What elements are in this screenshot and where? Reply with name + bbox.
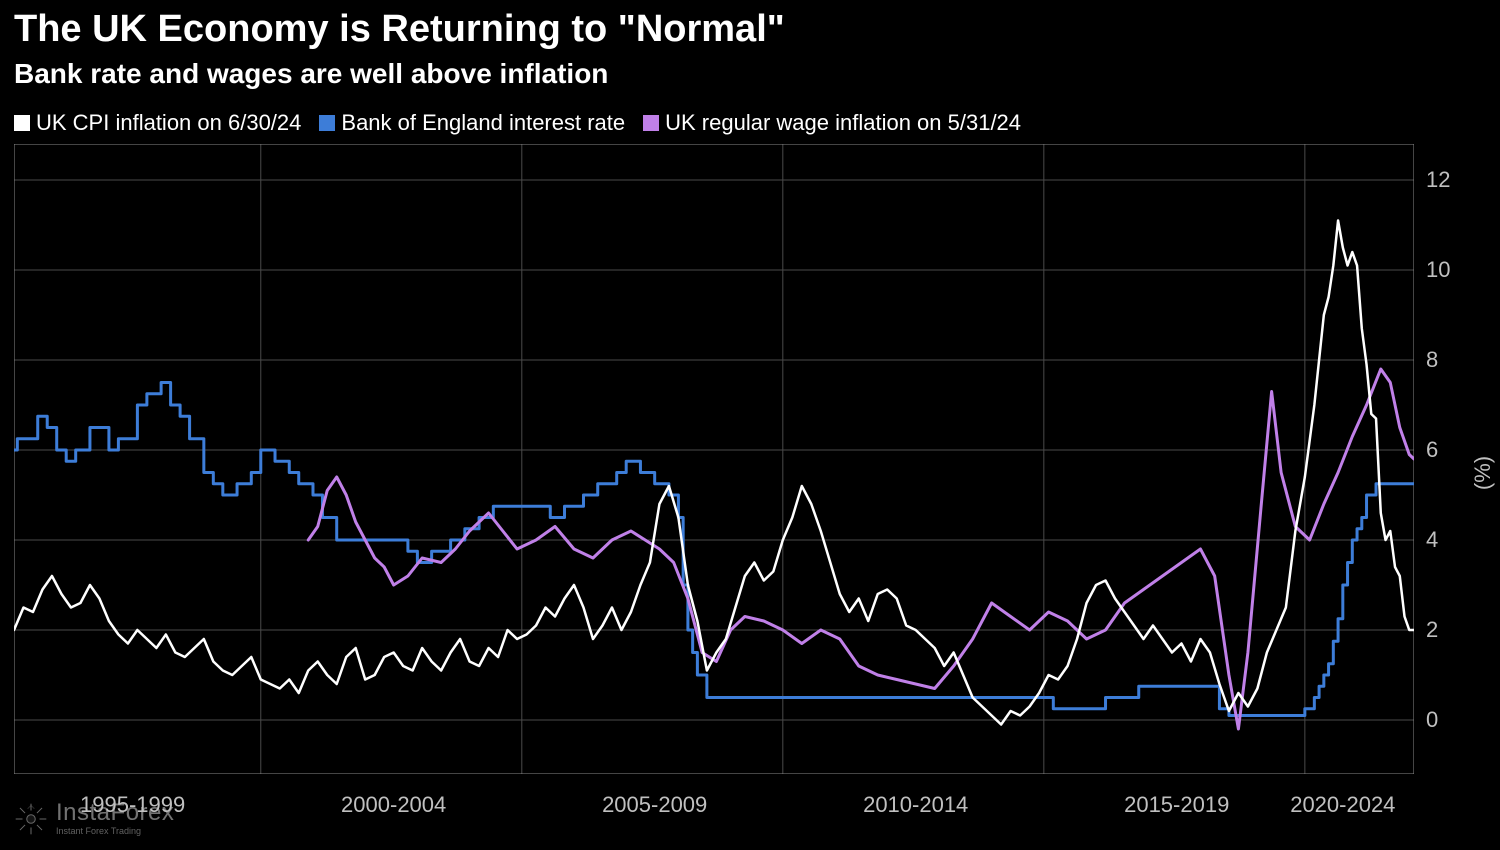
legend-label: UK regular wage inflation on 5/31/24 [665, 110, 1021, 136]
y-tick-label: 8 [1426, 347, 1438, 373]
series-wage_inflation [308, 369, 1414, 729]
y-tick-label: 12 [1426, 167, 1450, 193]
legend-swatch [643, 115, 659, 131]
x-tick-label: 2000-2004 [341, 792, 446, 818]
chart-subtitle: Bank rate and wages are well above infla… [14, 58, 608, 90]
legend-swatch [319, 115, 335, 131]
plot-area [14, 144, 1414, 774]
legend-item: UK CPI inflation on 6/30/24 [14, 110, 301, 136]
legend-label: Bank of England interest rate [341, 110, 625, 136]
series-bank_rate [14, 383, 1414, 716]
series-cpi_inflation [14, 221, 1414, 725]
x-tick-label: 2010-2014 [863, 792, 968, 818]
chart-legend: UK CPI inflation on 6/30/24 Bank of Engla… [14, 110, 1021, 136]
legend-item: Bank of England interest rate [319, 110, 625, 136]
legend-item: UK regular wage inflation on 5/31/24 [643, 110, 1021, 136]
y-tick-label: 10 [1426, 257, 1450, 283]
x-tick-label: 1995-1999 [80, 792, 185, 818]
watermark-sub: Instant Forex Trading [56, 827, 174, 836]
x-tick-label: 2015-2019 [1124, 792, 1229, 818]
chart-title: The UK Economy is Returning to "Normal" [14, 8, 785, 51]
y-tick-label: 4 [1426, 527, 1438, 553]
x-tick-label: 2020-2024 [1290, 792, 1395, 818]
y-tick-label: 0 [1426, 707, 1438, 733]
y-tick-label: 2 [1426, 617, 1438, 643]
legend-swatch [14, 115, 30, 131]
watermark-logo-icon [14, 802, 48, 836]
chart-container: The UK Economy is Returning to "Normal" … [0, 0, 1500, 850]
x-tick-label: 2005-2009 [602, 792, 707, 818]
legend-label: UK CPI inflation on 6/30/24 [36, 110, 301, 136]
y-axis-label: (%) [1470, 455, 1496, 489]
y-tick-label: 6 [1426, 437, 1438, 463]
